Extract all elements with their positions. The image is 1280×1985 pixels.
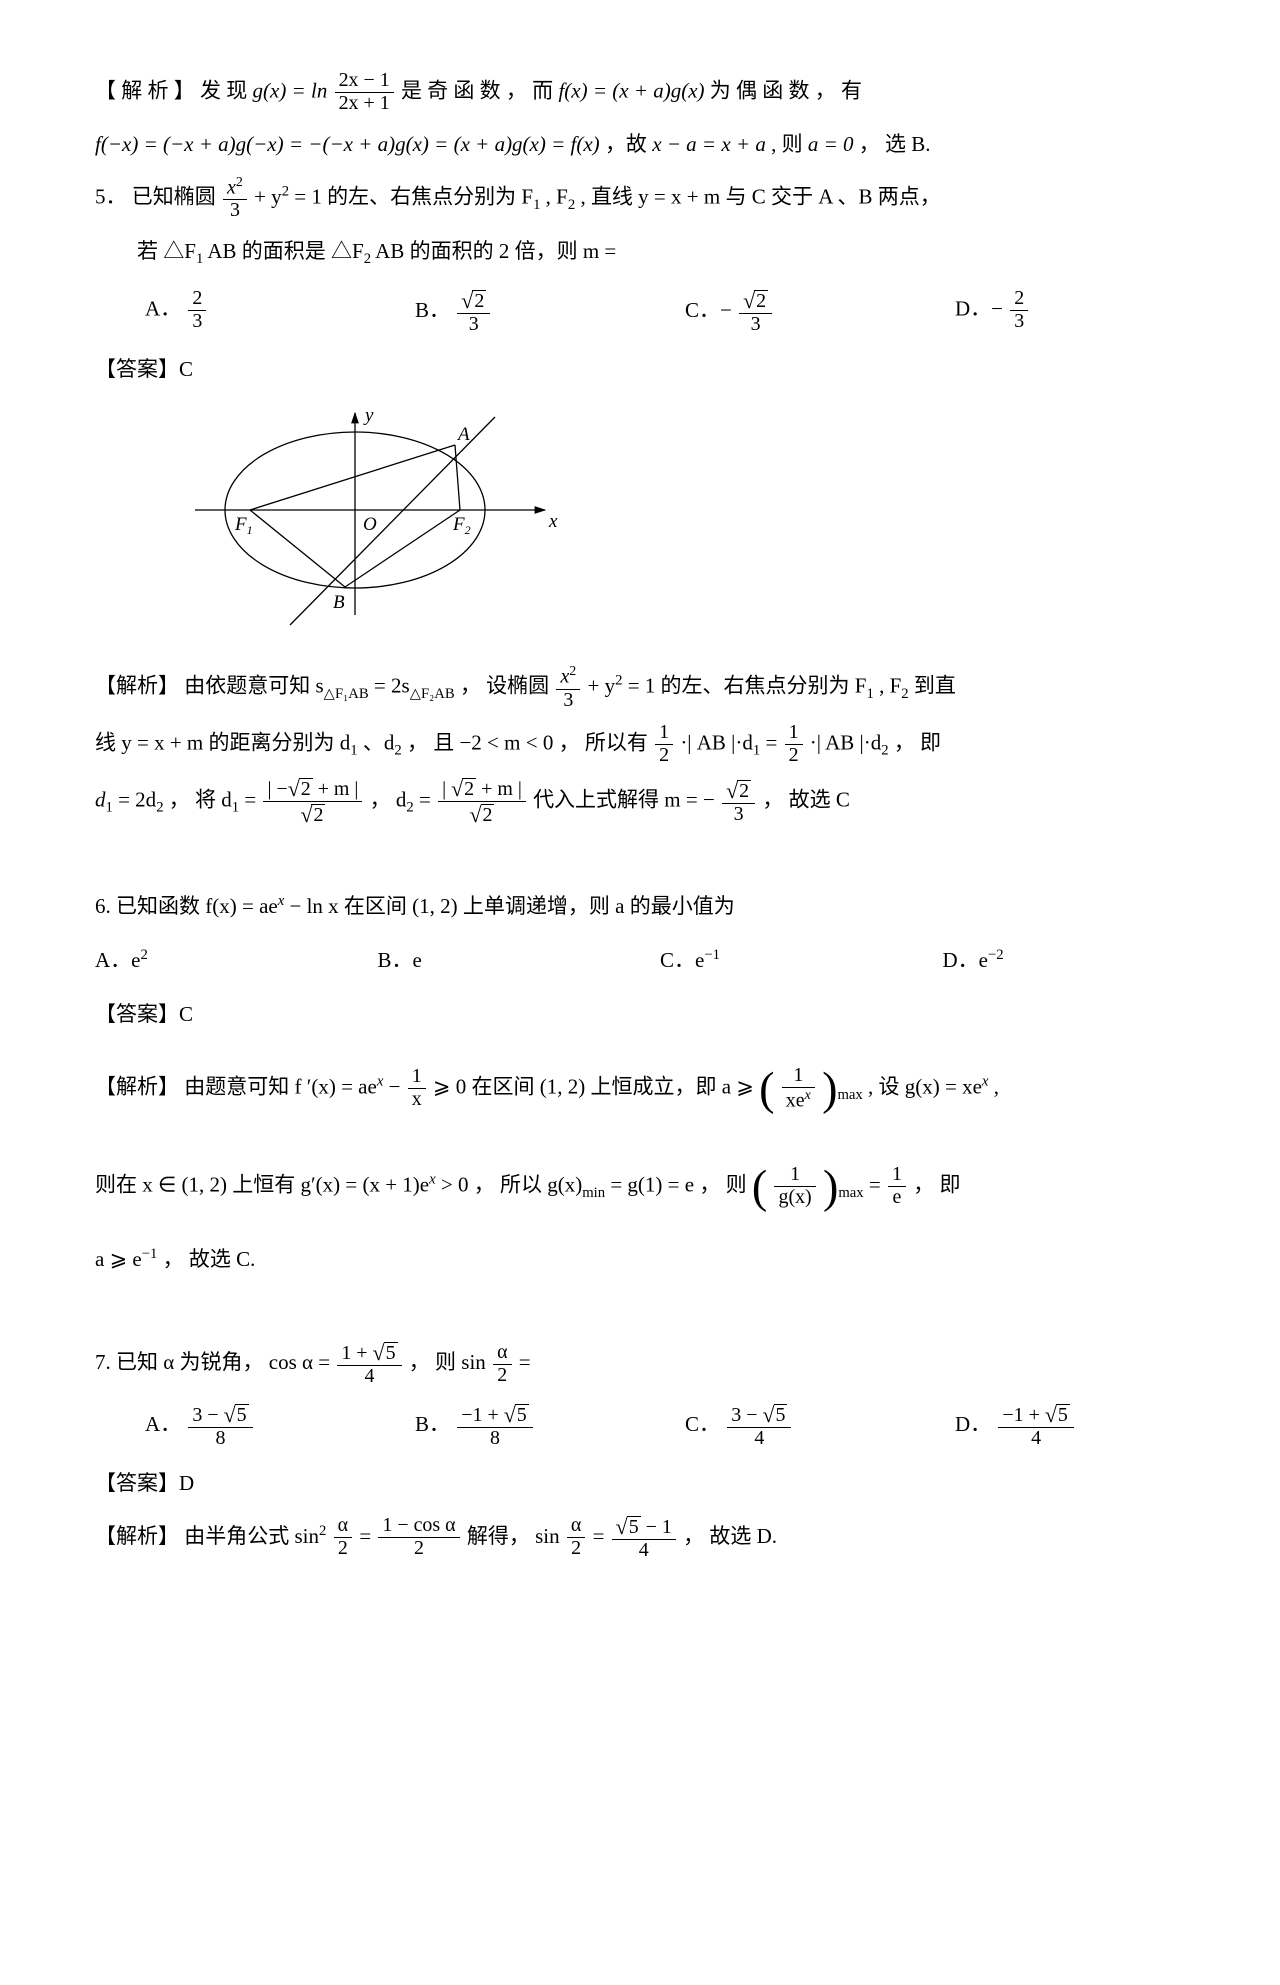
q7-option-b: B． −1 + √5 8: [415, 1402, 645, 1450]
ellipse-diagram-svg: x y O A B F1 F2: [185, 405, 565, 635]
q4-explanation-line2: f(−x) = (−x + a)g(−x) = −(−x + a)g(x) = …: [95, 125, 1185, 165]
y-label: y: [363, 405, 374, 426]
q6-options: A．e2 B．e C．e−1 D．e−2: [95, 941, 1185, 981]
frac: 2x − 1 2x + 1: [335, 70, 394, 115]
line-f1a: [250, 445, 455, 510]
line-f1b: [250, 510, 345, 587]
q5-option-c: C．− √2 3: [685, 288, 915, 336]
b-label: B: [333, 592, 345, 613]
o-label: O: [363, 514, 377, 535]
q6-explanation-3: a ⩾ e−1 ， 故选 C.: [95, 1240, 1185, 1280]
q5-stem-line1: 5． 已知椭圆 x2 3 + y2 = 1 的左、右焦点分别为 F1 , F2 …: [95, 175, 1185, 223]
q5-options: A． 2 3 B． √2 3 C．− √2 3 D．− 2 3: [145, 288, 1185, 336]
q5-explanation-1: 【解析】 由依题意可知 s△F₁AB = 2s△F₂AB ， 设椭圆 x2 3 …: [95, 664, 1185, 712]
q6-option-b: B．e: [378, 941, 621, 981]
q6-option-c: C．e−1: [660, 941, 903, 981]
q6-stem: 6. 已知函数 f(x) = aex − ln x 在区间 (1, 2) 上单调…: [95, 887, 1185, 927]
q6-option-d: D．e−2: [943, 941, 1186, 981]
q7-stem: 7. 已知 α 为锐角， cos α = 1 + √5 4 ， 则 sin α2…: [95, 1340, 1185, 1388]
q5-answer: 【答案】C: [95, 350, 1185, 390]
q5-option-b: B． √2 3: [415, 288, 645, 336]
q5-option-a: A． 2 3: [145, 288, 375, 336]
q6-explanation-1: 【解析】 由题意可知 f ′(x) = aex − 1x ⩾ 0 在区间 (1,…: [95, 1045, 1185, 1133]
q4-explanation-line1: 【 解 析 】 发 现 g(x) = ln 2x − 1 2x + 1 是 奇 …: [95, 70, 1185, 115]
q7-option-d: D． −1 + √5 4: [955, 1402, 1185, 1450]
q6-explanation-2: 则在 x ∈ (1, 2) 上恒有 g′(x) = (x + 1)ex > 0 …: [95, 1143, 1185, 1231]
q5-explanation-2: 线 y = x + m 的距离分别为 d1 、d2 ， 且 −2 < m < 0…: [95, 722, 1185, 767]
label: 【 解 析 】: [95, 78, 195, 102]
q5-stem-line2: 若 △F1 AB 的面积是 △F2 AB 的面积的 2 倍，则 m =: [95, 232, 1185, 274]
a-label: A: [456, 424, 470, 445]
f1-label: F1: [234, 514, 253, 537]
q5-option-d: D．− 2 3: [955, 288, 1185, 336]
q7-option-c: C． 3 − √5 4: [685, 1402, 915, 1450]
q5-explanation-3: d1 = 2d2 ， 将 d1 = | −√2 + m | √2 ， d2 = …: [95, 776, 1185, 827]
q5-diagram: x y O A B F1 F2: [185, 405, 1185, 649]
q6-answer: 【答案】C: [95, 995, 1185, 1035]
q6-option-a: A．e2: [95, 941, 338, 981]
q7-options: A． 3 − √5 8 B． −1 + √5 8 C． 3 − √5 4 D． …: [145, 1402, 1185, 1450]
q7-option-a: A． 3 − √5 8: [145, 1402, 375, 1450]
x-label: x: [548, 511, 558, 532]
f2-label: F2: [452, 514, 471, 537]
q7-answer: 【答案】D: [95, 1464, 1185, 1504]
q7-explanation: 【解析】 由半角公式 sin2 α2 = 1 − cos α2 解得， sin …: [95, 1514, 1185, 1562]
